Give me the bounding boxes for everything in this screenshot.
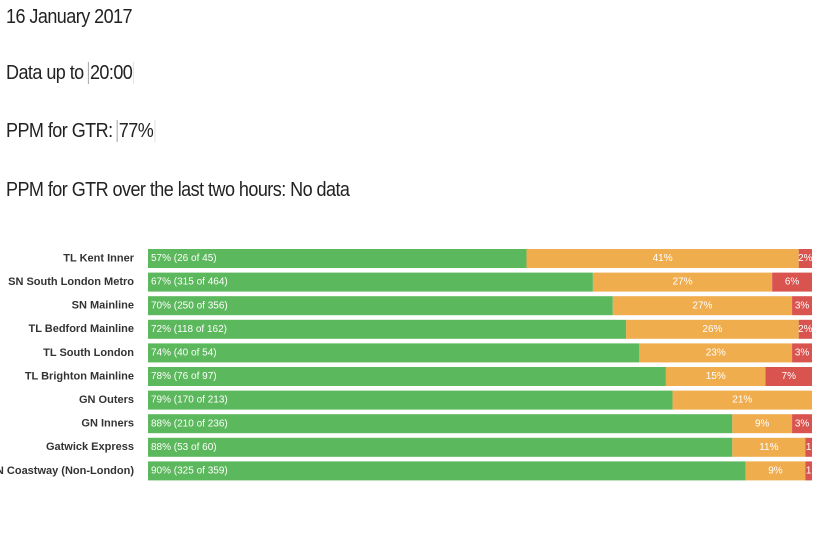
bar-segment <box>745 461 806 481</box>
value-label: 3% <box>795 300 810 311</box>
value-label: 21% <box>732 395 752 406</box>
value-label: 26% <box>702 324 722 335</box>
value-label: 7% <box>782 371 797 382</box>
bar-segment <box>148 367 666 386</box>
ppm-value: 77% <box>117 120 156 142</box>
bar-segment <box>772 272 812 292</box>
value-label: 79% (170 of 213) <box>151 395 228 406</box>
value-label: 78% (76 of 97) <box>151 371 217 382</box>
bar-segment <box>526 249 799 268</box>
bar-segment <box>732 437 806 457</box>
value-label: 11% <box>759 442 778 453</box>
bar-segment <box>665 367 766 386</box>
bar-segment <box>148 414 733 434</box>
bar-segment <box>612 296 793 316</box>
value-label: 70% (250 of 356) <box>151 300 228 311</box>
value-label: 1 <box>806 466 812 477</box>
label: Data up to <box>6 62 84 84</box>
bar-segment <box>732 414 793 434</box>
date: 16 January 2017 <box>6 6 133 28</box>
bar-segment <box>798 319 812 339</box>
value-label: 90% (325 of 359) <box>151 466 228 477</box>
category-label: TL Bedford Mainline <box>28 323 134 335</box>
bar-segment <box>672 390 812 410</box>
value-label: 3% <box>795 348 810 359</box>
category-label: SN South London Metro <box>8 276 134 288</box>
category-label: TL Brighton Mainline <box>25 370 134 382</box>
label: PPM for GTR: <box>6 120 113 142</box>
category-label: TL Kent Inner <box>63 252 134 264</box>
bar-segment <box>798 249 812 268</box>
category-label: TL South London <box>43 347 134 359</box>
category-label: SN Mainline <box>72 300 134 312</box>
bar-segment <box>805 461 812 481</box>
bar-segment <box>592 272 773 292</box>
value-label: 9% <box>755 418 770 429</box>
value-label: 74% (40 of 54) <box>151 348 217 359</box>
value-label: 67% (315 of 464) <box>151 277 228 288</box>
value-label: 88% (53 of 60) <box>151 442 217 453</box>
bar-segment <box>148 437 733 457</box>
bar-segment <box>626 319 799 339</box>
bar-segment <box>639 343 793 363</box>
category-label: SN Coastway (Non-London) <box>0 465 134 477</box>
value-label: 27% <box>692 300 712 311</box>
bar-segment <box>148 319 627 339</box>
value-label: 23% <box>706 348 726 359</box>
bar-segment <box>148 461 746 481</box>
chart: TL Kent Inner 57% (26 of 45) 41% 2% SN South… <box>0 249 813 481</box>
value-label: 57% (26 of 45) <box>151 253 217 264</box>
time: 20:00 <box>88 62 135 84</box>
value-label: 2% <box>798 253 813 264</box>
bar-segment <box>148 343 640 363</box>
data-up-to: Data up to 20:00 <box>6 62 135 85</box>
bar-segment <box>792 296 812 316</box>
value-label: 41% <box>653 253 673 264</box>
bar-segment <box>792 343 812 363</box>
value-label: 27% <box>673 277 693 288</box>
category-label: GN Inners <box>81 418 134 430</box>
bar-segment <box>792 414 812 434</box>
ppm: PPM for GTR: 77% <box>6 120 156 143</box>
value-label: 88% (210 of 236) <box>151 418 228 429</box>
value-label: 3% <box>795 418 810 429</box>
bar-segment <box>148 296 613 316</box>
value-label: 6% <box>785 277 800 288</box>
category-label: Gatwick Express <box>46 441 134 453</box>
bar-segment <box>805 437 812 457</box>
value-label: 2% <box>798 324 813 335</box>
bar-segment <box>148 249 527 268</box>
bar-segment <box>148 272 593 292</box>
value-label: 9% <box>768 466 783 477</box>
value-label: 1 <box>806 442 812 453</box>
category-label: GN Outers <box>79 394 134 406</box>
bar-segment <box>148 390 673 410</box>
value-label: 15% <box>706 371 726 382</box>
value-label: 72% (118 of 162) <box>151 324 227 335</box>
bar-segment <box>765 367 812 386</box>
ppm-two-hours: PPM for GTR over the last two hours: No … <box>6 179 350 201</box>
